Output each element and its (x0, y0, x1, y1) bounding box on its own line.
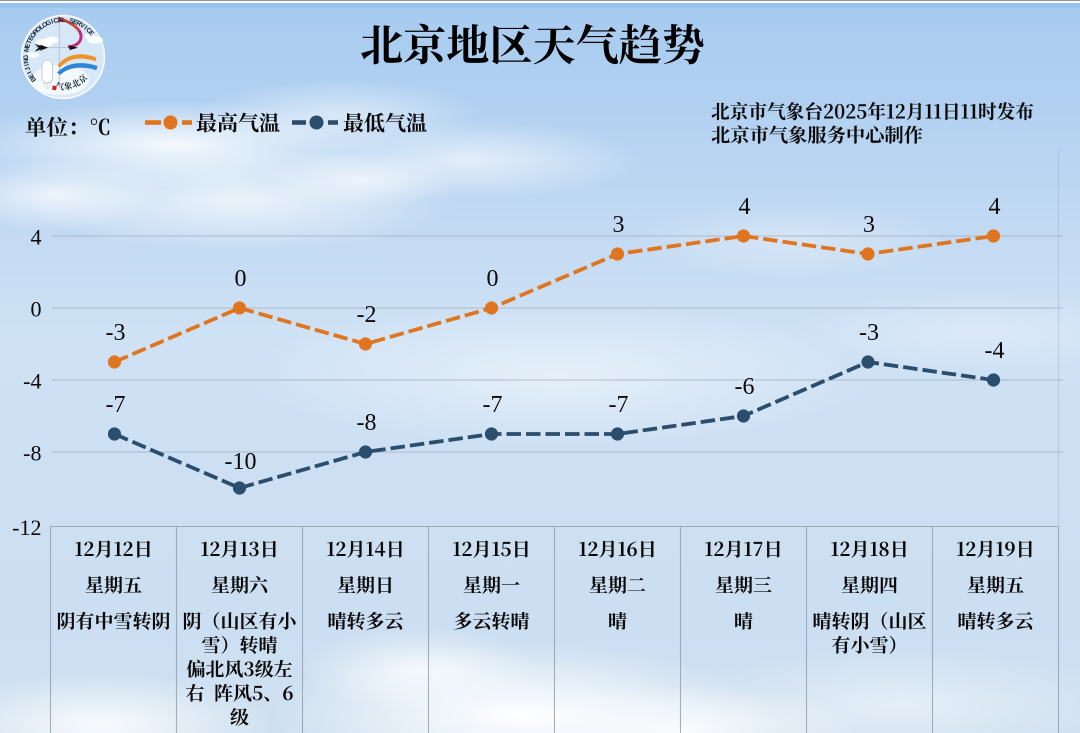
svg-text:-2: -2 (357, 302, 377, 328)
svg-text:4: 4 (31, 225, 42, 250)
svg-text:4: 4 (739, 194, 751, 220)
svg-text:3: 3 (863, 212, 875, 238)
svg-text:4: 4 (989, 194, 1001, 220)
svg-text:0: 0 (235, 266, 247, 292)
svg-text:-3: -3 (859, 320, 879, 346)
svg-text:-7: -7 (483, 392, 503, 418)
svg-text:-4: -4 (985, 338, 1005, 364)
svg-text:0: 0 (31, 297, 42, 322)
svg-text:3: 3 (613, 212, 625, 238)
svg-text:-8: -8 (23, 441, 41, 466)
svg-text:-3: -3 (106, 320, 126, 346)
svg-text:-7: -7 (106, 392, 126, 418)
svg-text:-8: -8 (357, 410, 377, 436)
svg-text:-12: -12 (12, 515, 41, 540)
svg-text:-7: -7 (609, 392, 629, 418)
svg-text:-4: -4 (23, 369, 41, 394)
svg-text:-6: -6 (735, 374, 755, 400)
svg-text:-10: -10 (225, 449, 257, 475)
svg-text:0: 0 (487, 266, 499, 292)
